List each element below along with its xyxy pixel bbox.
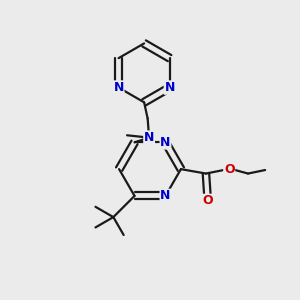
Text: N: N (113, 81, 124, 94)
Text: N: N (160, 136, 171, 149)
Text: O: O (224, 163, 235, 176)
Text: O: O (202, 194, 213, 207)
Text: N: N (164, 81, 175, 94)
Text: N: N (144, 131, 154, 144)
Text: N: N (160, 189, 171, 203)
